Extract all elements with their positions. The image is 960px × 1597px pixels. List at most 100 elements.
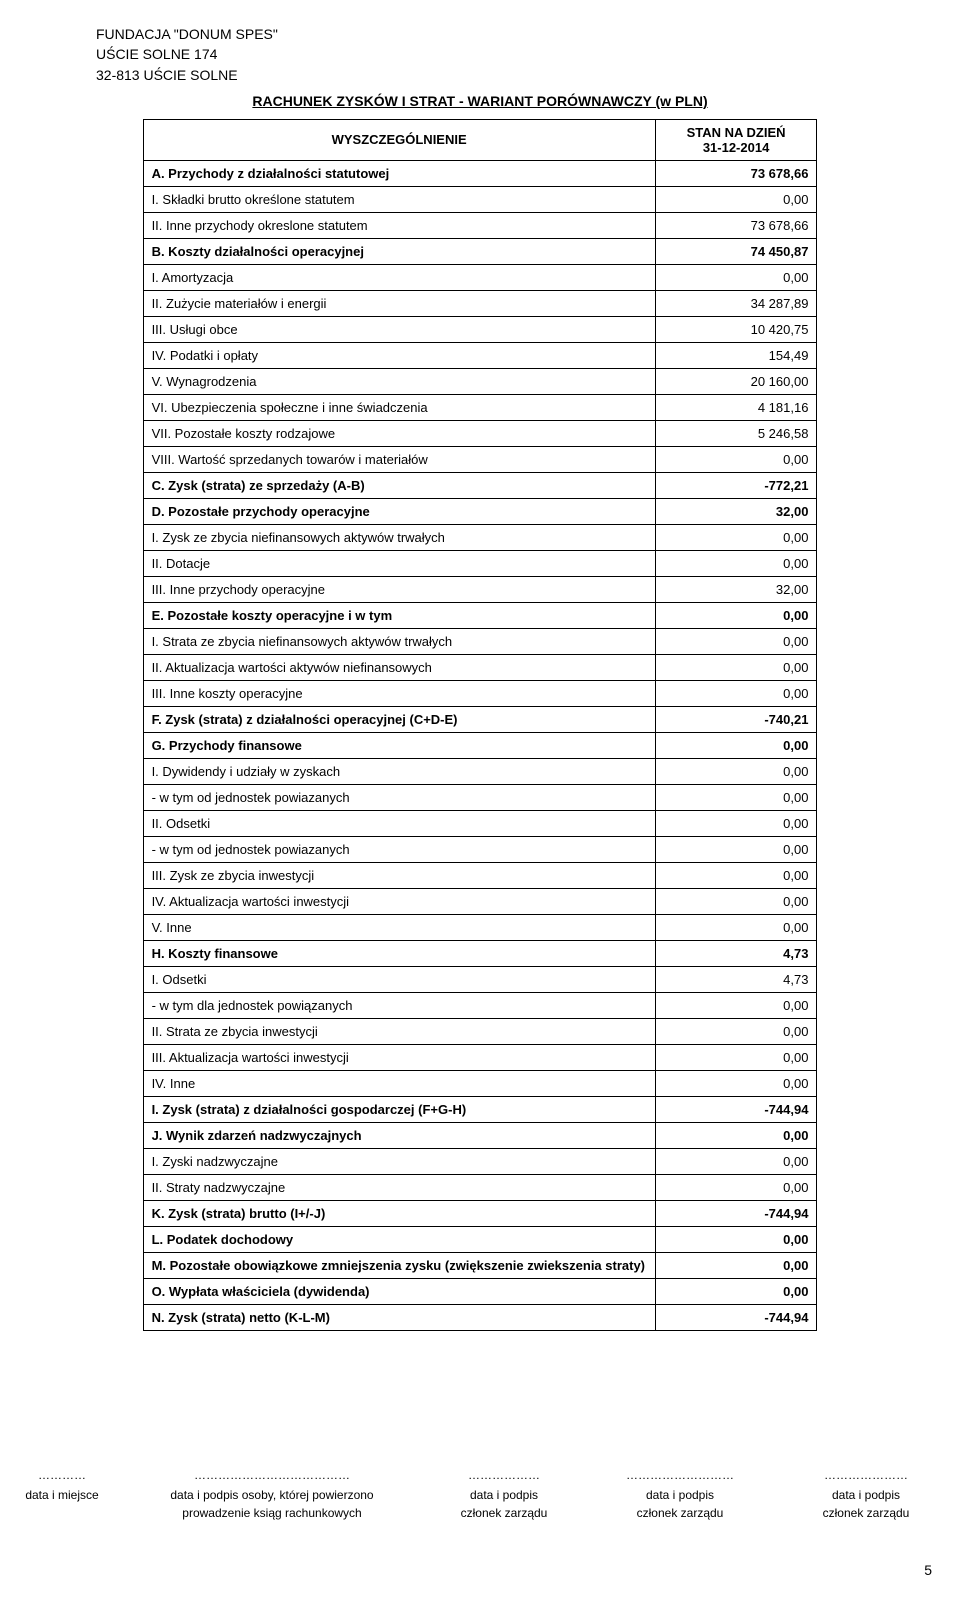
row-label: M. Pozostałe obowiązkowe zmniejszenia zy… (143, 1252, 655, 1278)
sig-dots-1: ………… (14, 1468, 110, 1482)
row-value: 10 420,75 (655, 316, 817, 342)
row-label: E. Pozostałe koszty operacyjne i w tym (143, 602, 655, 628)
table-row: F. Zysk (strata) z działalności operacyj… (143, 706, 817, 732)
table-row: IV. Inne0,00 (143, 1070, 817, 1096)
sig-l2-3: członek zarządu (434, 1506, 574, 1520)
row-label: F. Zysk (strata) z działalności operacyj… (143, 706, 655, 732)
row-value: 0,00 (655, 602, 817, 628)
row-value: 0,00 (655, 888, 817, 914)
row-value: 73 678,66 (655, 160, 817, 186)
table-row: I. Zysk ze zbycia niefinansowych aktywów… (143, 524, 817, 550)
row-label: O. Wypłata właściciela (dywidenda) (143, 1278, 655, 1304)
table-row: I. Zyski nadzwyczajne0,00 (143, 1148, 817, 1174)
row-label: II. Zużycie materiałów i energii (143, 290, 655, 316)
sig-l2-2: prowadzenie ksiąg rachunkowych (131, 1506, 413, 1520)
row-label: II. Dotacje (143, 550, 655, 576)
table-row: I. Strata ze zbycia niefinansowych aktyw… (143, 628, 817, 654)
row-label: I. Zyski nadzwyczajne (143, 1148, 655, 1174)
table-row: J. Wynik zdarzeń nadzwyczajnych0,00 (143, 1122, 817, 1148)
table-row: - w tym od jednostek powiazanych0,00 (143, 836, 817, 862)
col-header-value: STAN NA DZIEŃ31-12-2014 (655, 119, 817, 160)
table-row: II. Strata ze zbycia inwestycji0,00 (143, 1018, 817, 1044)
row-value: 0,00 (655, 992, 817, 1018)
row-value: -744,94 (655, 1200, 817, 1226)
table-row: III. Zysk ze zbycia inwestycji0,00 (143, 862, 817, 888)
table-row: VIII. Wartość sprzedanych towarów i mate… (143, 446, 817, 472)
table-row: M. Pozostałe obowiązkowe zmniejszenia zy… (143, 1252, 817, 1278)
row-label: III. Usługi obce (143, 316, 655, 342)
row-label: I. Zysk ze zbycia niefinansowych aktywów… (143, 524, 655, 550)
table-row: II. Aktualizacja wartości aktywów niefin… (143, 654, 817, 680)
table-row: II. Zużycie materiałów i energii34 287,8… (143, 290, 817, 316)
row-label: II. Strata ze zbycia inwestycji (143, 1018, 655, 1044)
row-value: 0,00 (655, 264, 817, 290)
row-label: II. Inne przychody okreslone statutem (143, 212, 655, 238)
row-value: 0,00 (655, 1044, 817, 1070)
table-row: - w tym od jednostek powiazanych0,00 (143, 784, 817, 810)
row-value: 0,00 (655, 862, 817, 888)
table-row: N. Zysk (strata) netto (K-L-M)-744,94 (143, 1304, 817, 1330)
row-label: C. Zysk (strata) ze sprzedaży (A-B) (143, 472, 655, 498)
row-value: 32,00 (655, 576, 817, 602)
row-value: 0,00 (655, 628, 817, 654)
row-label: D. Pozostałe przychody operacyjne (143, 498, 655, 524)
table-row: IV. Podatki i opłaty154,49 (143, 342, 817, 368)
table-row: IV. Aktualizacja wartości inwestycji0,00 (143, 888, 817, 914)
table-row: I. Dywidendy i udziały w zyskach0,00 (143, 758, 817, 784)
row-value: 20 160,00 (655, 368, 817, 394)
document-title: RACHUNEK ZYSKÓW I STRAT - WARIANT PORÓWN… (36, 93, 924, 109)
row-value: 0,00 (655, 1122, 817, 1148)
org-name: FUNDACJA "DONUM SPES" (96, 24, 924, 44)
row-label: III. Zysk ze zbycia inwestycji (143, 862, 655, 888)
row-value: 0,00 (655, 836, 817, 862)
row-label: L. Podatek dochodowy (143, 1226, 655, 1252)
pl-statement-table: WYSZCZEGÓLNIENIE STAN NA DZIEŃ31-12-2014… (143, 119, 818, 1331)
row-value: 0,00 (655, 1018, 817, 1044)
table-row: VII. Pozostałe koszty rodzajowe5 246,58 (143, 420, 817, 446)
table-row: V. Inne0,00 (143, 914, 817, 940)
sig-dots-4: ……………………… (595, 1468, 765, 1482)
table-row: II. Inne przychody okreslone statutem73 … (143, 212, 817, 238)
row-value: -744,94 (655, 1304, 817, 1330)
sig-dots-3: ……………… (434, 1468, 574, 1482)
row-value: 0,00 (655, 1252, 817, 1278)
row-label: III. Inne koszty operacyjne (143, 680, 655, 706)
row-label: II. Straty nadzwyczajne (143, 1174, 655, 1200)
sig-l2-5: członek zarządu (786, 1506, 946, 1520)
sig-l1-3: data i podpis (434, 1488, 574, 1502)
row-label: IV. Inne (143, 1070, 655, 1096)
row-value: 0,00 (655, 1278, 817, 1304)
signature-dots-row: ………… ………………………………… ……………… ……………………… …………… (0, 1468, 960, 1482)
row-value: 32,00 (655, 498, 817, 524)
row-value: 34 287,89 (655, 290, 817, 316)
row-label: II. Aktualizacja wartości aktywów niefin… (143, 654, 655, 680)
table-row: VI. Ubezpieczenia społeczne i inne świad… (143, 394, 817, 420)
row-label: I. Amortyzacja (143, 264, 655, 290)
row-value: 0,00 (655, 1226, 817, 1252)
row-value: 0,00 (655, 1174, 817, 1200)
table-row: I. Odsetki4,73 (143, 966, 817, 992)
sig-l1-1: data i miejsce (14, 1488, 110, 1502)
table-row: D. Pozostałe przychody operacyjne32,00 (143, 498, 817, 524)
table-row: III. Aktualizacja wartości inwestycji0,0… (143, 1044, 817, 1070)
row-value: 4,73 (655, 966, 817, 992)
sig-l2-1 (14, 1506, 110, 1520)
sig-dots-2: ………………………………… (131, 1468, 413, 1482)
row-label: K. Zysk (strata) brutto (I+/-J) (143, 1200, 655, 1226)
table-row: I. Zysk (strata) z działalności gospodar… (143, 1096, 817, 1122)
signature-line2-row: prowadzenie ksiąg rachunkowych członek z… (0, 1506, 960, 1520)
row-label: VI. Ubezpieczenia społeczne i inne świad… (143, 394, 655, 420)
sig-l1-4: data i podpis (595, 1488, 765, 1502)
table-row: II. Odsetki0,00 (143, 810, 817, 836)
table-row: A. Przychody z działalności statutowej73… (143, 160, 817, 186)
table-row: I. Składki brutto określone statutem0,00 (143, 186, 817, 212)
row-label: IV. Podatki i opłaty (143, 342, 655, 368)
row-value: 4 181,16 (655, 394, 817, 420)
table-row: III. Inne koszty operacyjne0,00 (143, 680, 817, 706)
table-row: K. Zysk (strata) brutto (I+/-J)-744,94 (143, 1200, 817, 1226)
page-number: 5 (924, 1562, 932, 1578)
row-label: III. Aktualizacja wartości inwestycji (143, 1044, 655, 1070)
org-addr2: 32-813 UŚCIE SOLNE (96, 65, 924, 85)
table-row: O. Wypłata właściciela (dywidenda)0,00 (143, 1278, 817, 1304)
row-value: 154,49 (655, 342, 817, 368)
